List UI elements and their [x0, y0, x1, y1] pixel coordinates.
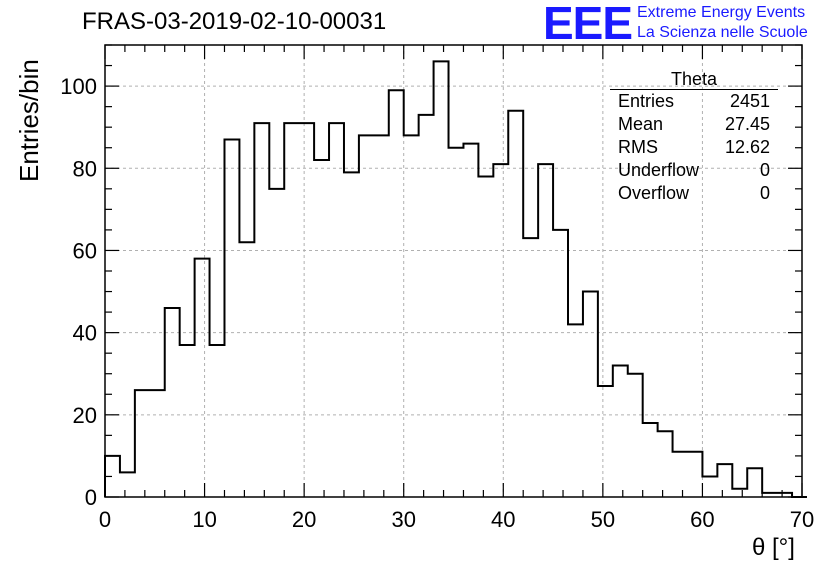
- stats-row-underflow: Underflow 0: [610, 159, 778, 182]
- histogram-bin: [538, 164, 553, 497]
- histogram-bin: [702, 476, 717, 497]
- histogram-bin: [628, 374, 643, 497]
- histogram-bin: [344, 172, 359, 497]
- logo-line-1: Extreme Energy Events: [637, 4, 806, 21]
- x-axis-label: θ [°]: [752, 534, 795, 561]
- histogram-bin: [553, 230, 568, 497]
- histogram-bin: [314, 160, 329, 497]
- histogram-outline: [104, 60, 807, 498]
- stats-title: Theta: [610, 69, 778, 90]
- histogram-bin: [284, 123, 299, 497]
- stats-label: Entries: [618, 91, 675, 111]
- histogram-bin: [105, 456, 120, 497]
- stats-value: 12.62: [724, 137, 770, 157]
- histogram-bin: [165, 308, 180, 497]
- histogram-bin: [329, 123, 344, 497]
- x-tick-label: 50: [591, 507, 615, 532]
- y-tick-label: 60: [73, 238, 97, 263]
- stats-row-rms: RMS 12.62: [610, 136, 778, 159]
- histogram-bin: [419, 115, 434, 497]
- histogram-bin: [404, 135, 419, 497]
- histogram-bin: [449, 148, 464, 497]
- histogram-bin: [463, 144, 478, 497]
- x-tick-label: 20: [292, 507, 316, 532]
- grid-lines: [105, 45, 802, 497]
- histogram-bin: [239, 242, 254, 497]
- histogram-bin: [583, 292, 598, 497]
- x-tick-label: 30: [391, 507, 415, 532]
- histogram-bin: [658, 431, 673, 497]
- histogram-bin: [643, 423, 658, 497]
- histogram-bin: [478, 176, 493, 497]
- stats-row-entries: Entries 2451: [610, 90, 778, 113]
- histogram-bin: [747, 468, 762, 497]
- histogram-bin: [523, 238, 538, 497]
- histogram-bin: [598, 386, 613, 497]
- chart-title: FRAS-03-2019-02-10-00031: [82, 8, 387, 35]
- histogram-bin: [269, 189, 284, 497]
- y-tick-label: 80: [73, 156, 97, 181]
- histogram-bin: [120, 472, 135, 497]
- histogram-bin: [389, 90, 404, 497]
- tick-labels: 0 10 20 30 40 50 60 70 0 20 40 60 80 100: [60, 74, 814, 532]
- histogram-bin: [434, 61, 449, 497]
- histogram-bin: [493, 164, 508, 497]
- histogram-bin: [568, 324, 583, 497]
- y-axis-label: Entries/bin: [14, 59, 44, 182]
- y-tick-label: 40: [73, 321, 97, 346]
- stats-value: 27.45: [724, 114, 770, 134]
- stats-value: 0: [759, 160, 770, 180]
- histogram-bin: [687, 452, 702, 497]
- stats-label: RMS: [618, 137, 658, 157]
- stats-box: Theta Entries 2451 Mean 27.45 RMS 12.62 …: [610, 69, 778, 205]
- histogram-bin: [508, 111, 523, 497]
- stats-value: 2451: [729, 91, 770, 111]
- histogram-bin: [135, 390, 150, 497]
- x-tick-label: 70: [790, 507, 814, 532]
- histogram-bin: [195, 259, 210, 497]
- x-tick-label: 60: [690, 507, 714, 532]
- histogram-bin: [299, 123, 314, 497]
- histogram-bin: [374, 135, 389, 497]
- stats-label: Mean: [618, 114, 664, 134]
- stats-label: Overflow: [618, 183, 690, 203]
- y-tick-label: 0: [85, 485, 97, 510]
- histogram-bins: [104, 60, 807, 498]
- histogram-bin: [717, 464, 732, 497]
- y-tick-label: 100: [60, 74, 97, 99]
- stats-label: Underflow: [618, 160, 700, 180]
- histogram-bin: [254, 123, 269, 497]
- x-tick-label: 40: [491, 507, 515, 532]
- histogram-bin: [613, 366, 628, 497]
- histogram-bin: [150, 390, 165, 497]
- logo-line-2: La Scienza nelle Scuole: [637, 24, 808, 41]
- stats-row-overflow: Overflow 0: [610, 182, 778, 205]
- histogram-bin: [210, 345, 225, 497]
- eee-logo-mark: EEE: [543, 0, 633, 49]
- y-tick-label: 20: [73, 403, 97, 428]
- histogram-bin: [180, 345, 195, 497]
- histogram-bin: [224, 140, 239, 497]
- stats-value: 0: [759, 183, 770, 203]
- x-tick-label: 10: [192, 507, 216, 532]
- histogram-bin: [732, 489, 747, 497]
- x-tick-label: 0: [99, 507, 111, 532]
- stats-row-mean: Mean 27.45: [610, 113, 778, 136]
- histogram-bin: [673, 452, 688, 497]
- histogram-bin: [359, 135, 374, 497]
